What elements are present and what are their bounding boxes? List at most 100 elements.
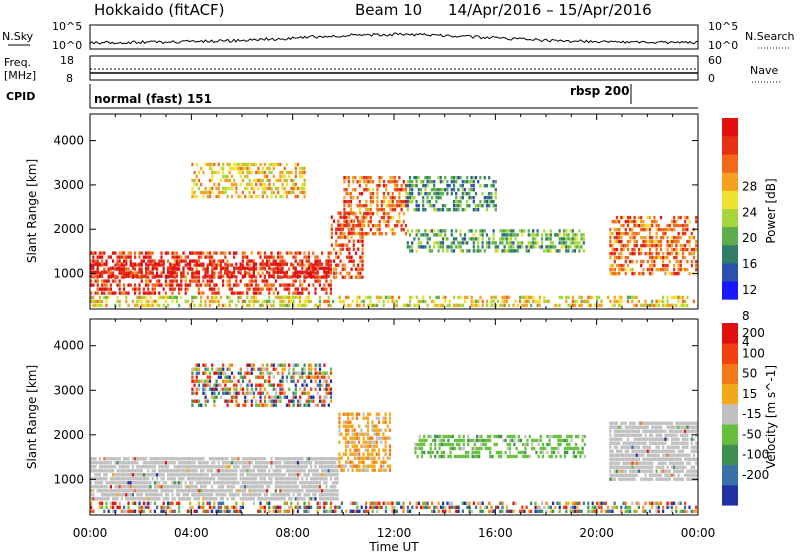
heatmap-cell [259, 182, 262, 187]
heatmap-cell [204, 299, 207, 304]
heatmap-cell [485, 208, 489, 212]
heatmap-cell [609, 465, 612, 469]
heatmap-cell [248, 497, 251, 501]
heatmap-cell [673, 219, 676, 224]
heatmap-cell [565, 233, 568, 237]
heatmap-cell [145, 461, 148, 465]
heatmap-cell [327, 497, 330, 501]
heatmap-cell [202, 279, 205, 283]
heatmap-cell [107, 457, 110, 461]
heatmap-cell [129, 477, 132, 481]
heatmap-cell [129, 283, 132, 287]
heatmap-cell [248, 481, 251, 485]
heatmap-cell [527, 233, 530, 237]
heatmap-cell [202, 371, 205, 375]
heatmap-cell [279, 251, 282, 255]
heatmap-cell [378, 184, 381, 188]
heatmap-cell [371, 448, 374, 452]
heatmap-cell [255, 489, 258, 493]
heatmap-cell [94, 461, 97, 465]
heatmap-cell [411, 245, 414, 249]
heatmap-cell [534, 233, 537, 237]
heatmap-cell [162, 485, 165, 489]
heatmap-cell [274, 162, 278, 167]
heatmap-cell [142, 461, 145, 465]
heatmap-cell [283, 473, 286, 477]
heatmap-cell [670, 243, 674, 248]
heatmap-cell [467, 434, 470, 439]
heatmap-cell [191, 267, 194, 271]
heatmap-cell [103, 283, 106, 287]
heatmap-cell [495, 442, 498, 447]
heatmap-cell [560, 295, 563, 300]
heatmap-cell [541, 454, 545, 459]
heatmap-cell [215, 395, 218, 399]
heatmap-cell [219, 270, 222, 274]
heatmap-cell [158, 461, 161, 465]
heatmap-cell [226, 178, 229, 183]
heatmap-cell [250, 371, 253, 375]
heatmap-cell [374, 232, 377, 236]
heatmap-cell [316, 489, 319, 493]
heatmap-cell [675, 251, 678, 256]
heatmap-cell [134, 267, 137, 271]
heatmap-cell [620, 263, 623, 268]
heatmap-cell [448, 184, 451, 188]
heatmap-cell [202, 461, 205, 465]
heatmap-cell [574, 434, 578, 439]
heatmap-cell [226, 403, 229, 407]
heatmap-cell [478, 438, 481, 443]
heatmap-cell [492, 295, 495, 300]
heatmap-cell [642, 259, 645, 264]
heatmap-cell [477, 237, 480, 241]
heatmap-cell [552, 434, 556, 439]
heatmap-cell [376, 212, 379, 216]
heatmap-cell [191, 271, 194, 275]
heatmap-cell [316, 403, 319, 407]
heatmap-cell [447, 442, 450, 447]
heatmap-cell [348, 259, 351, 263]
heatmap-cell [239, 497, 242, 501]
heatmap-cell [193, 194, 196, 199]
heatmap-cell [197, 493, 200, 497]
heatmap-cell [668, 223, 671, 228]
heatmap-cell [481, 241, 484, 245]
heatmap-cell [206, 266, 209, 270]
freq-label-1: Freq. [4, 56, 31, 69]
heatmap-cell [147, 299, 150, 304]
heatmap-cell [466, 295, 469, 300]
heatmap-cell [98, 497, 101, 501]
heatmap-cell [189, 473, 192, 477]
heatmap-cell [109, 283, 112, 287]
heatmap-cell [250, 170, 253, 175]
heatmap-cell [288, 299, 291, 304]
heatmap-cell [142, 295, 145, 300]
heatmap-cell [666, 223, 669, 228]
heatmap-cell [318, 481, 321, 485]
heatmap-cell [593, 303, 596, 308]
heatmap-cell [244, 283, 247, 287]
heatmap-cell [633, 429, 636, 433]
heatmap-cell [233, 457, 236, 461]
heatmap-cell [459, 200, 462, 204]
heatmap-cell [98, 274, 101, 278]
heatmap-cell [552, 450, 556, 455]
heatmap-cell [263, 274, 266, 278]
heatmap-cell [193, 493, 196, 497]
heatmap-cell [571, 295, 574, 300]
heatmap-cell [387, 299, 390, 304]
heatmap-cell [237, 283, 240, 287]
heatmap-cell [349, 452, 352, 456]
heatmap-cell [688, 271, 691, 276]
heatmap-cell [596, 299, 599, 304]
heatmap-cell [312, 473, 315, 477]
heatmap-cell [472, 237, 475, 241]
heatmap-cell [213, 461, 216, 465]
heatmap-cell [560, 245, 563, 249]
heatmap-cell [134, 469, 137, 473]
heatmap-cell [310, 274, 313, 278]
heatmap-cell [369, 444, 372, 448]
heatmap-cell [318, 363, 322, 367]
heatmap-cell [173, 275, 176, 279]
heatmap-cell [349, 436, 352, 440]
